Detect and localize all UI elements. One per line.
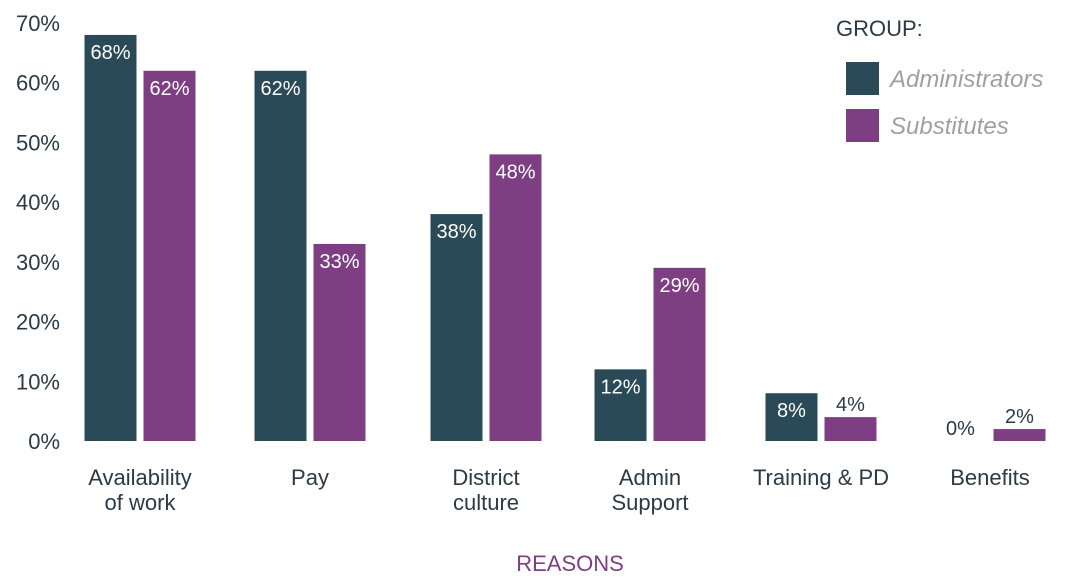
legend: GROUP: Administrators Substitutes	[836, 16, 1043, 142]
x-axis: Availability of work Pay District culture Adm…	[88, 465, 1030, 515]
legend-swatch	[846, 62, 879, 95]
bar-value-label: 38%	[436, 221, 476, 243]
bar-value-label: 62%	[149, 78, 189, 100]
bar-substitutes	[313, 243, 366, 441]
bar-administrators	[254, 70, 307, 442]
bar-value-label: 8%	[777, 400, 806, 422]
bar-administrators	[84, 34, 137, 441]
category-label: Availability of work	[88, 465, 192, 515]
bar-substitutes	[143, 70, 196, 442]
y-tick-label: 30%	[16, 250, 60, 275]
bar-value-label: 62%	[260, 78, 300, 100]
category-label: Benefits	[950, 465, 1030, 490]
legend-entry: Substitutes	[890, 113, 1009, 140]
bar-administrators	[594, 369, 647, 441]
category-label: Pay	[291, 465, 329, 490]
bar-value-label: 68%	[90, 42, 130, 64]
y-tick-label: 40%	[16, 190, 60, 215]
legend-entry: Administrators	[888, 66, 1043, 93]
bar-substitutes	[993, 429, 1046, 441]
legend-title: GROUP:	[836, 16, 923, 41]
y-tick-label: 20%	[16, 310, 60, 335]
y-tick-label: 50%	[16, 130, 60, 155]
bar-administrators	[765, 393, 818, 441]
bar-value-label: 29%	[659, 275, 699, 297]
y-tick-label: 10%	[16, 369, 60, 394]
bar-value-label: 2%	[1005, 406, 1034, 428]
bar-administrators	[430, 214, 483, 441]
bars	[84, 34, 1046, 442]
category-label: Admin Support	[611, 465, 688, 515]
bar-labels: 68% 62% 38% 12% 8% 0% 62% 33% 48% 29% 4% 2%	[90, 42, 1034, 440]
bar-value-label: 33%	[319, 251, 359, 273]
bar-substitutes	[824, 417, 877, 441]
y-tick-label: 70%	[16, 11, 60, 36]
category-label: District culture	[452, 465, 519, 515]
bar-value-label: 0%	[946, 418, 975, 440]
bar-value-label: 12%	[600, 376, 640, 398]
y-tick-label: 0%	[28, 429, 60, 454]
category-label: Training & PD	[753, 465, 889, 490]
x-axis-title: REASONS	[516, 551, 624, 576]
y-tick-label: 60%	[16, 71, 60, 96]
bar-value-label: 4%	[836, 394, 865, 416]
bar-value-label: 48%	[495, 161, 535, 183]
bar-substitutes	[489, 154, 542, 441]
legend-swatch	[846, 109, 879, 142]
y-axis: 0% 10% 20% 30% 40% 50% 60% 70%	[16, 11, 60, 454]
bar-substitutes	[653, 267, 706, 441]
